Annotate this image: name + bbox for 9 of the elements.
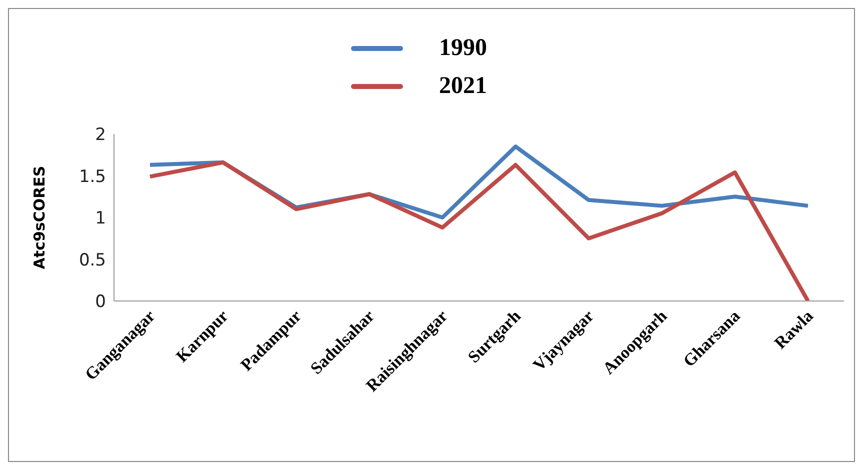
y-tick-label: 2 (95, 125, 106, 146)
y-axis-title: Atc9sCORES (30, 166, 48, 270)
y-tick-label: 1.5 (78, 166, 106, 187)
y-tick-label: 0 (95, 292, 106, 312)
y-tick-label: 1 (95, 208, 106, 229)
line-series (148, 160, 810, 301)
legend-label: 1990 (439, 34, 487, 62)
y-tick-label: 0.5 (78, 250, 106, 270)
legend-label: 2021 (439, 72, 487, 100)
